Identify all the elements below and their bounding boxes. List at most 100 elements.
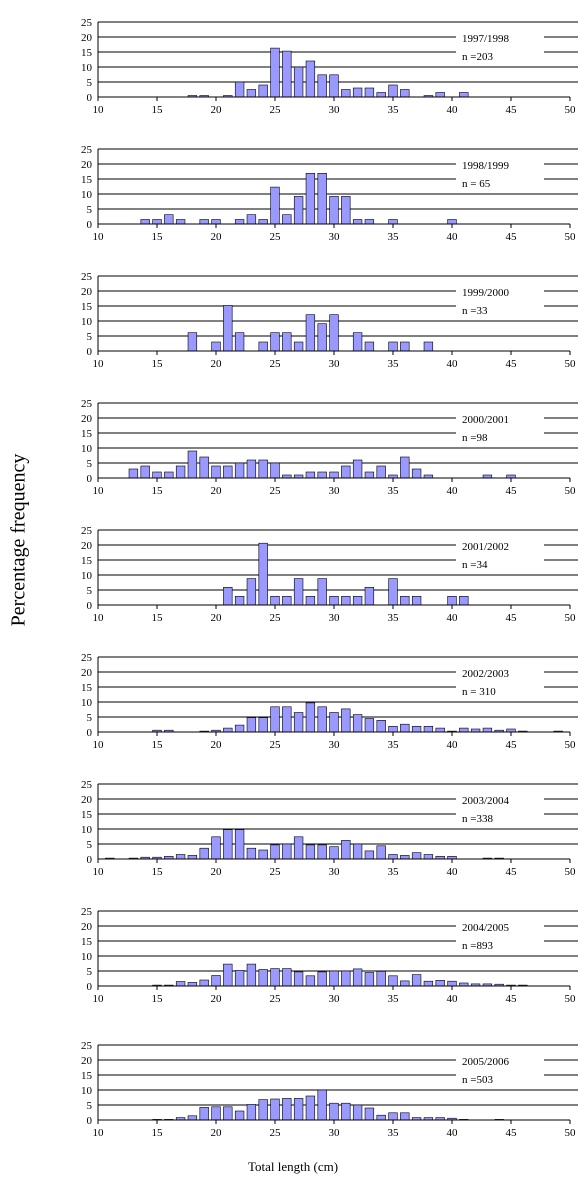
- y-tick-label: 20: [81, 286, 93, 298]
- y-tick-label: 5: [87, 585, 93, 597]
- x-axis-label: Total length (cm): [0, 1158, 586, 1176]
- y-tick-label: 25: [81, 271, 93, 283]
- x-tick-label: 15: [152, 866, 164, 878]
- x-tick-label: 15: [152, 1127, 164, 1139]
- bar: [459, 92, 469, 98]
- x-tick-label: 15: [152, 739, 164, 751]
- bar: [352, 459, 363, 479]
- bar: [246, 89, 257, 98]
- y-tick-label: 10: [81, 951, 93, 963]
- bar: [423, 725, 434, 733]
- x-tick-label: 40: [447, 104, 459, 116]
- panel-sample-size: n =98: [462, 432, 488, 444]
- x-tick-label: 25: [270, 739, 282, 751]
- x-tick-label: 40: [447, 358, 459, 370]
- x-tick-label: 10: [93, 358, 105, 370]
- panel-sample-size: n =503: [462, 1074, 493, 1086]
- bar: [388, 578, 398, 606]
- x-tick-label: 35: [388, 739, 400, 751]
- bar: [341, 1102, 351, 1121]
- bar: [258, 717, 268, 733]
- x-tick-label: 25: [270, 1127, 282, 1139]
- y-tick-label: 10: [81, 443, 93, 455]
- y-tick-label: 20: [81, 794, 93, 806]
- x-tick-label: 15: [152, 231, 164, 243]
- bar: [282, 50, 292, 98]
- panel-title: 2000/2001: [462, 414, 509, 426]
- x-tick-label: 30: [329, 358, 341, 370]
- bar: [246, 459, 257, 479]
- x-tick-label: 40: [447, 231, 459, 243]
- bar: [305, 975, 316, 987]
- bar: [152, 219, 162, 225]
- bar: [364, 1107, 375, 1121]
- bar: [329, 595, 339, 606]
- bar: [128, 468, 139, 479]
- panel-title: 2003/2004: [462, 795, 510, 807]
- bar: [364, 219, 375, 225]
- bar: [246, 847, 257, 860]
- bar: [400, 341, 410, 352]
- x-tick-label: 35: [388, 485, 400, 497]
- y-tick-label: 15: [81, 809, 93, 821]
- x-tick-label: 30: [329, 104, 341, 116]
- x-tick-label: 20: [211, 739, 223, 751]
- x-tick-label: 15: [152, 993, 164, 1005]
- bar: [223, 727, 233, 733]
- bar: [293, 578, 304, 606]
- bar: [270, 186, 280, 225]
- x-tick-label: 20: [211, 993, 223, 1005]
- panel-sample-size: n =338: [462, 813, 493, 825]
- legend-box: [456, 157, 544, 191]
- bar: [246, 214, 257, 225]
- y-tick-label: 15: [81, 174, 93, 186]
- bar: [282, 843, 292, 860]
- y-tick-label: 25: [81, 398, 93, 410]
- panel-6: 0 5 10 15 20 25 10 15 20 25 30 35 40 45 50 2002/2003 n =…: [81, 652, 578, 751]
- x-tick-label: 10: [93, 1127, 105, 1139]
- bar: [258, 219, 268, 225]
- bar: [411, 468, 422, 479]
- y-tick-label: 10: [81, 316, 93, 328]
- bar: [270, 47, 280, 98]
- bar: [341, 840, 351, 860]
- bar: [211, 341, 221, 352]
- bar: [364, 471, 375, 479]
- bar: [258, 542, 268, 606]
- x-tick-label: 40: [447, 485, 459, 497]
- x-tick-label: 10: [93, 866, 105, 878]
- bar: [341, 89, 351, 98]
- bar: [329, 970, 339, 987]
- bar: [329, 314, 339, 352]
- bar: [140, 219, 150, 225]
- bar: [282, 968, 292, 987]
- bar: [211, 465, 221, 479]
- y-tick-label: 0: [87, 727, 93, 739]
- bar: [482, 727, 493, 733]
- y-tick-label: 5: [87, 204, 93, 216]
- x-tick-label: 10: [93, 485, 105, 497]
- x-tick-label: 25: [270, 612, 282, 624]
- y-tick-label: 10: [81, 1085, 93, 1097]
- bar: [293, 712, 304, 733]
- bar: [352, 843, 363, 860]
- bar: [376, 845, 386, 860]
- bar: [293, 971, 304, 987]
- y-axis-label-text: Percentage frequency: [7, 453, 30, 627]
- legend-box: [456, 411, 544, 445]
- x-tick-label: 30: [329, 739, 341, 751]
- bar: [364, 87, 375, 98]
- bar: [400, 1112, 410, 1121]
- x-tick-label: 10: [93, 612, 105, 624]
- x-tick-label: 45: [506, 739, 518, 751]
- x-tick-label: 35: [388, 231, 400, 243]
- panel-5: 0 5 10 15 20 25 10 15 20 25 30 35 40 45 50 2001/2002 n =…: [81, 525, 578, 624]
- x-tick-label: 25: [270, 866, 282, 878]
- bar: [411, 974, 422, 987]
- bar: [317, 471, 327, 479]
- bar: [211, 975, 221, 987]
- panel-sample-size: n =33: [462, 305, 488, 317]
- y-tick-label: 20: [81, 413, 93, 425]
- legend-box: [456, 30, 544, 64]
